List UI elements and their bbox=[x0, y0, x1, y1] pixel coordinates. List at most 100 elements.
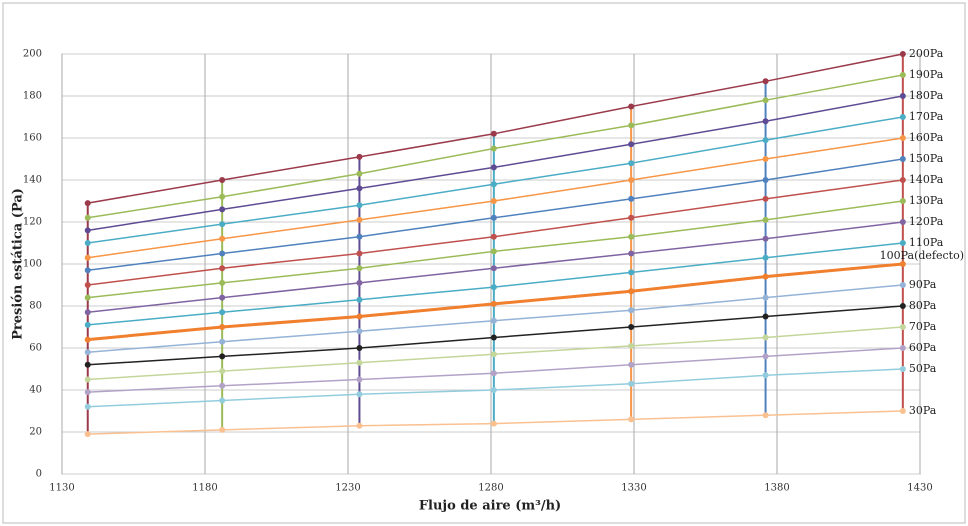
point bbox=[356, 313, 363, 320]
point bbox=[899, 240, 906, 246]
x-tick-label: 1180 bbox=[192, 483, 217, 494]
point bbox=[899, 261, 906, 267]
point bbox=[490, 181, 497, 188]
point bbox=[628, 122, 635, 129]
x-tick-label: 1280 bbox=[478, 483, 503, 494]
x-tick-label: 1330 bbox=[621, 483, 646, 494]
point bbox=[628, 250, 635, 257]
point bbox=[490, 198, 497, 204]
point bbox=[899, 51, 906, 57]
point bbox=[219, 193, 226, 200]
x-tick-label: 1430 bbox=[907, 483, 932, 494]
point bbox=[490, 233, 497, 240]
y-tick-label: 40 bbox=[29, 385, 42, 396]
point bbox=[84, 321, 91, 328]
point bbox=[219, 177, 226, 183]
point bbox=[219, 382, 226, 389]
point bbox=[219, 235, 226, 242]
point bbox=[84, 200, 91, 207]
point bbox=[762, 334, 769, 341]
series-label: 160Pa bbox=[909, 131, 944, 144]
point bbox=[84, 361, 91, 368]
point bbox=[356, 359, 363, 366]
point bbox=[628, 416, 635, 423]
point bbox=[762, 137, 769, 144]
point bbox=[762, 235, 769, 242]
point bbox=[899, 93, 906, 99]
point bbox=[628, 177, 635, 183]
series-label: 140Pa bbox=[909, 173, 944, 186]
point bbox=[219, 250, 226, 257]
point bbox=[762, 177, 769, 183]
point bbox=[490, 130, 497, 137]
y-tick-label: 20 bbox=[29, 427, 42, 438]
point bbox=[899, 303, 906, 309]
point bbox=[762, 313, 769, 320]
y-tick-label: 120 bbox=[23, 217, 42, 228]
point bbox=[356, 328, 363, 335]
point bbox=[219, 353, 226, 360]
x-tick-label: 1380 bbox=[764, 483, 789, 494]
point bbox=[84, 254, 91, 261]
point bbox=[219, 397, 226, 404]
point bbox=[628, 103, 635, 110]
point bbox=[356, 216, 363, 223]
point bbox=[899, 198, 906, 204]
series-label: 100Pa(defecto) bbox=[880, 249, 964, 262]
point bbox=[628, 214, 635, 221]
point bbox=[84, 349, 91, 356]
point bbox=[899, 408, 906, 414]
point bbox=[762, 97, 769, 104]
point bbox=[628, 269, 635, 276]
point bbox=[219, 338, 226, 345]
point bbox=[84, 227, 91, 234]
point bbox=[490, 420, 497, 427]
point bbox=[356, 202, 363, 209]
point bbox=[628, 380, 635, 387]
point bbox=[762, 294, 769, 301]
point bbox=[356, 250, 363, 257]
series-label: 80Pa bbox=[909, 299, 937, 312]
point bbox=[356, 296, 363, 303]
series-label: 200Pa bbox=[909, 47, 944, 60]
point bbox=[490, 248, 497, 255]
point bbox=[899, 324, 906, 330]
series-label: 90Pa bbox=[909, 278, 937, 291]
point bbox=[84, 309, 91, 316]
point bbox=[219, 309, 226, 316]
point bbox=[490, 145, 497, 152]
y-tick-label: 100 bbox=[23, 259, 42, 270]
point bbox=[356, 279, 363, 286]
point bbox=[899, 156, 906, 162]
point bbox=[84, 282, 91, 288]
point bbox=[899, 219, 906, 225]
point bbox=[84, 389, 91, 396]
point bbox=[899, 72, 906, 78]
point bbox=[490, 387, 497, 393]
y-tick-label: 160 bbox=[23, 133, 42, 144]
point bbox=[490, 334, 497, 341]
point bbox=[219, 221, 226, 228]
point bbox=[84, 214, 91, 221]
series-label: 120Pa bbox=[909, 215, 944, 228]
point bbox=[628, 233, 635, 240]
point bbox=[84, 267, 91, 274]
point bbox=[84, 431, 91, 438]
point bbox=[628, 307, 635, 314]
point bbox=[356, 422, 363, 429]
point bbox=[219, 426, 226, 433]
y-tick-label: 0 bbox=[36, 469, 42, 480]
point bbox=[762, 216, 769, 223]
point bbox=[762, 195, 769, 202]
point bbox=[84, 294, 91, 301]
point bbox=[490, 164, 497, 171]
series-label: 170Pa bbox=[909, 110, 944, 123]
point bbox=[762, 118, 769, 125]
point bbox=[899, 177, 906, 183]
point bbox=[356, 170, 363, 177]
series-label: 180Pa bbox=[909, 89, 944, 102]
y-tick-label: 180 bbox=[23, 91, 42, 102]
point bbox=[356, 391, 363, 398]
point bbox=[490, 351, 497, 358]
point bbox=[762, 412, 769, 419]
